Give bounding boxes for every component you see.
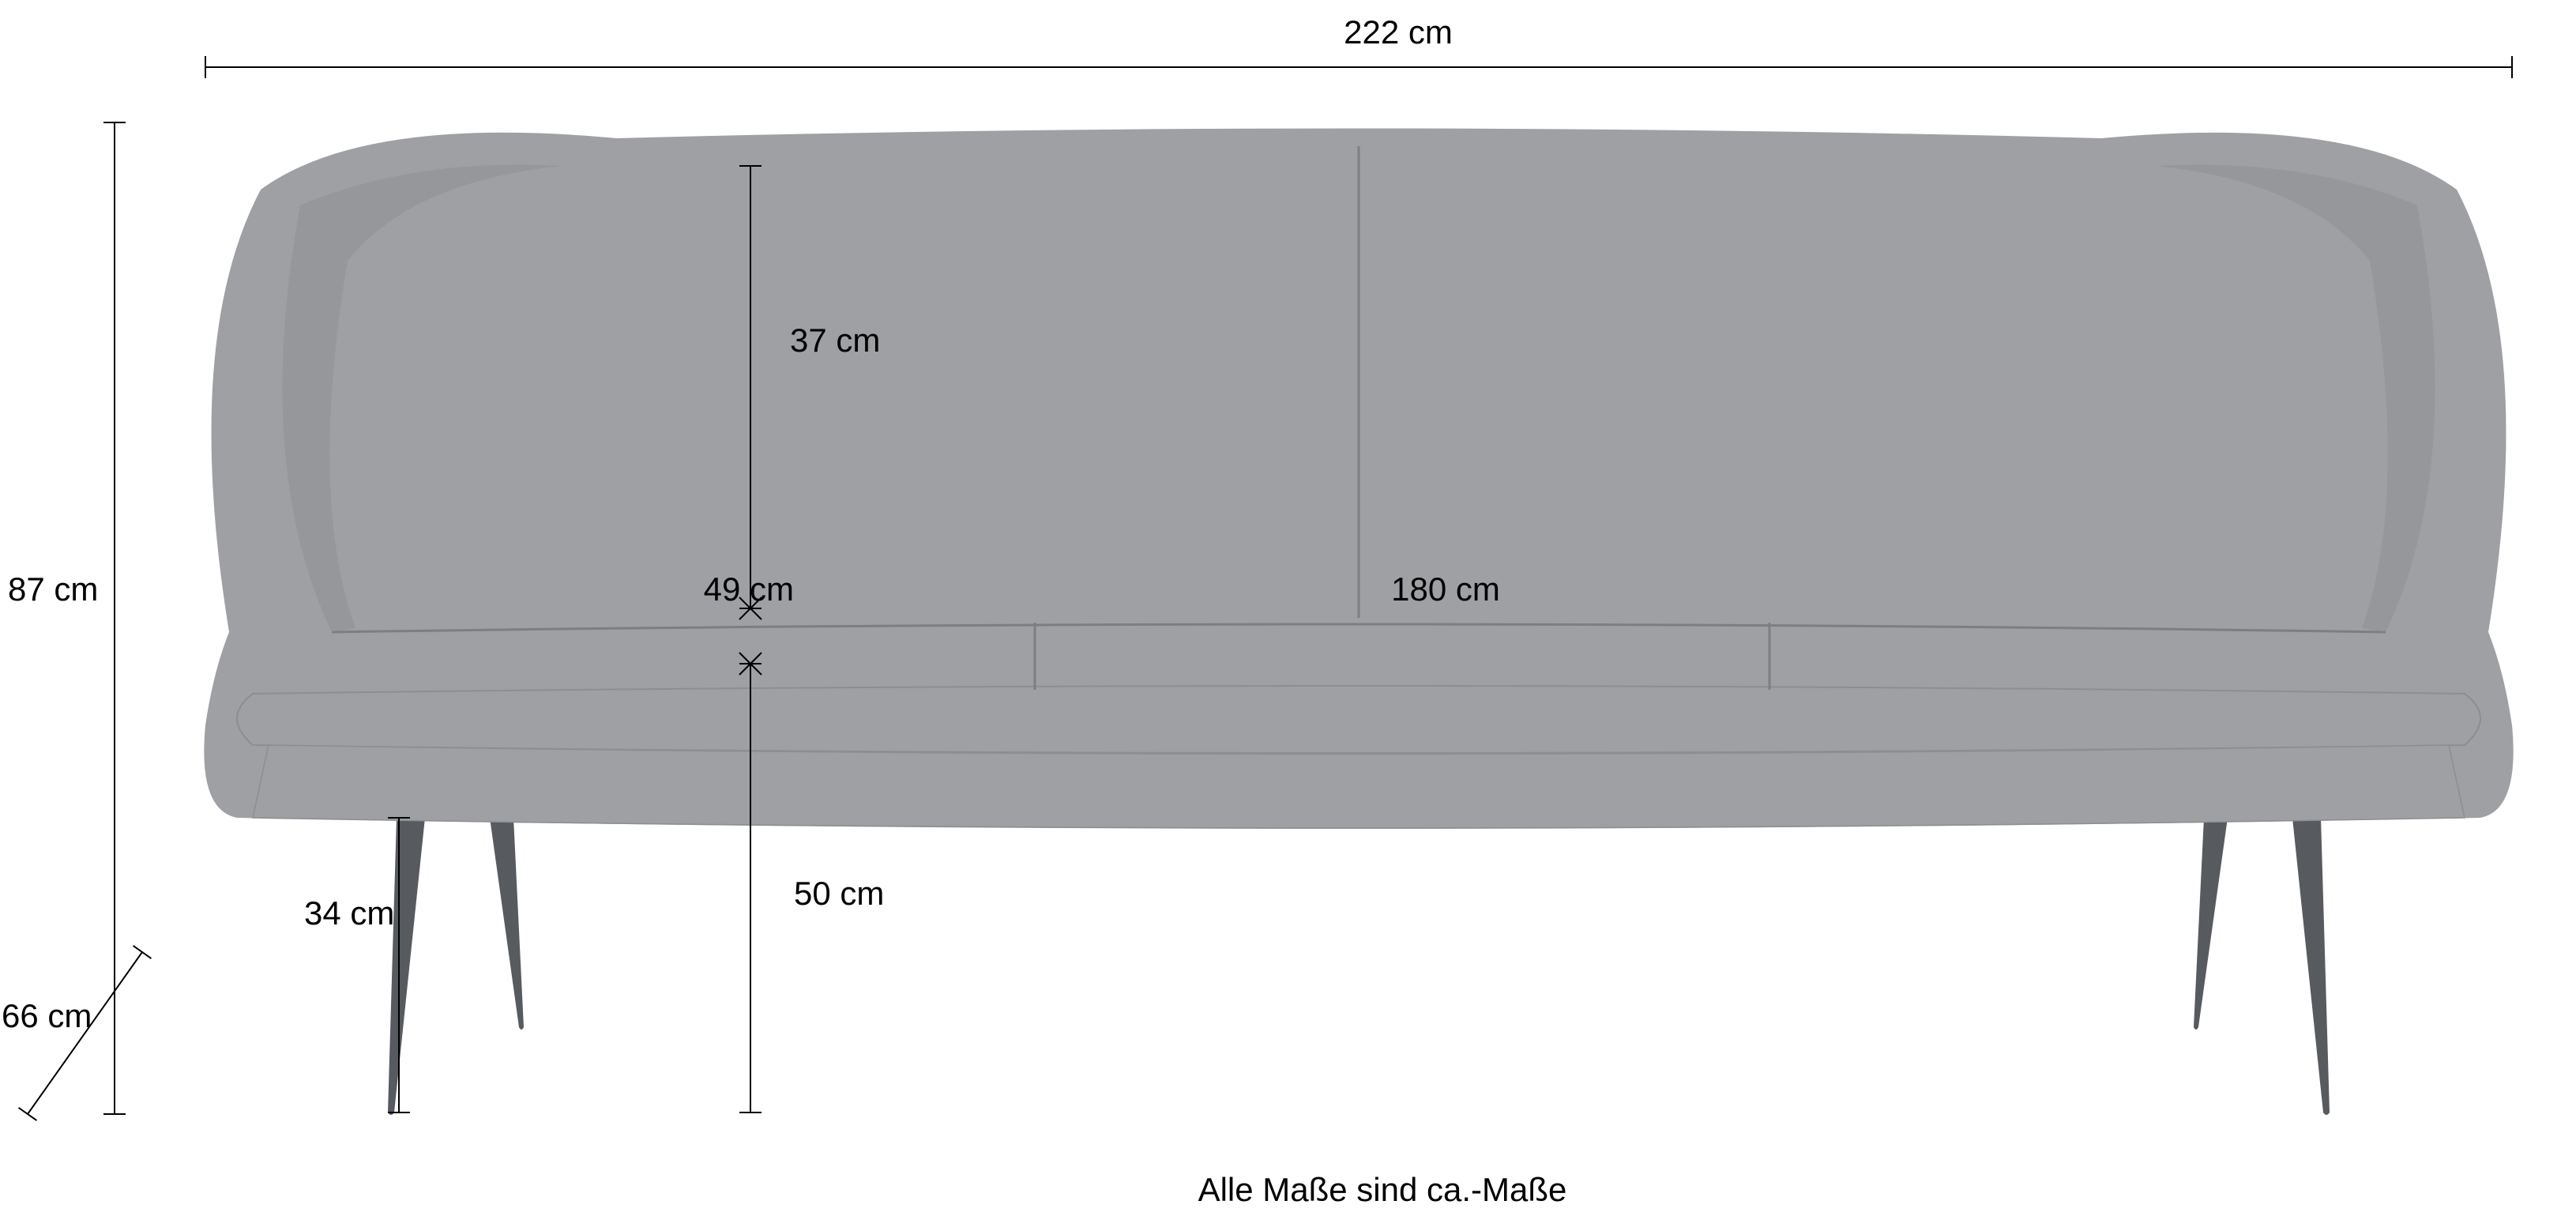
sofa-shape — [204, 129, 2513, 1116]
sofa-leg — [2292, 818, 2330, 1115]
dim-total-width: 222 cm — [205, 13, 2512, 78]
diagram-svg: 222 cm 87 cm 37 cm 49 cm 180 cm 50 cm 34 cm 66 … — [0, 0, 2576, 1216]
dim-depth-label: 66 cm — [2, 997, 92, 1034]
dim-seat-depth-label: 49 cm — [704, 570, 794, 608]
seat-front-roll — [237, 686, 2480, 753]
dim-seat-width-label: 180 cm — [1391, 570, 1500, 608]
dim-seat-height-label: 50 cm — [794, 875, 884, 912]
dim-total-height-label: 87 cm — [8, 570, 98, 608]
sofa-skirt — [253, 745, 2465, 828]
dim-depth: 66 cm — [2, 946, 151, 1120]
sofa-leg — [490, 818, 524, 1030]
dim-total-height: 87 cm — [8, 122, 126, 1114]
dim-back-height-label: 37 cm — [790, 322, 880, 359]
sofa-leg — [2194, 818, 2228, 1030]
dimension-diagram: 222 cm 87 cm 37 cm 49 cm 180 cm 50 cm 34 cm 66 … — [0, 0, 2576, 1216]
dim-leg-height-label: 34 cm — [304, 894, 394, 932]
dim-total-width-label: 222 cm — [1344, 13, 1453, 51]
footnote: Alle Maße sind ca.-Maße — [1198, 1171, 1567, 1208]
sofa-leg — [388, 818, 425, 1115]
